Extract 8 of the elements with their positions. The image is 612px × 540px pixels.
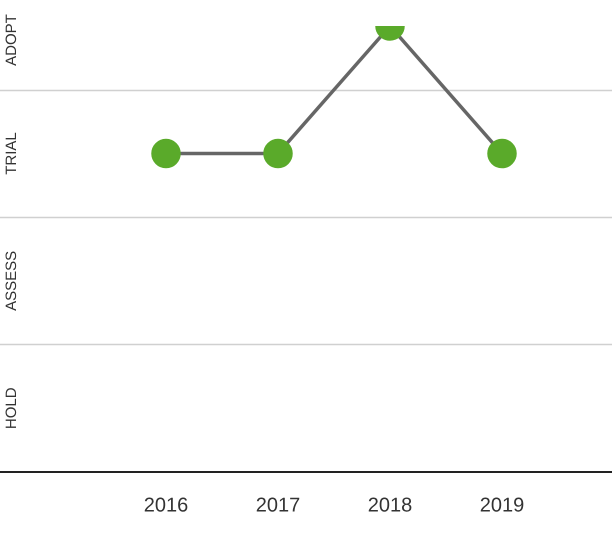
text: ASSESS bbox=[3, 250, 20, 311]
x-tick-label: 2017 bbox=[256, 494, 300, 517]
text: HOLD bbox=[3, 387, 20, 430]
text: ADOPT bbox=[3, 14, 20, 66]
x-tick-label: 2016 bbox=[144, 494, 188, 517]
text: TRIAL bbox=[3, 132, 20, 175]
x-tick-label: 2019 bbox=[480, 494, 524, 517]
x-tick-label: 2018 bbox=[368, 494, 412, 517]
